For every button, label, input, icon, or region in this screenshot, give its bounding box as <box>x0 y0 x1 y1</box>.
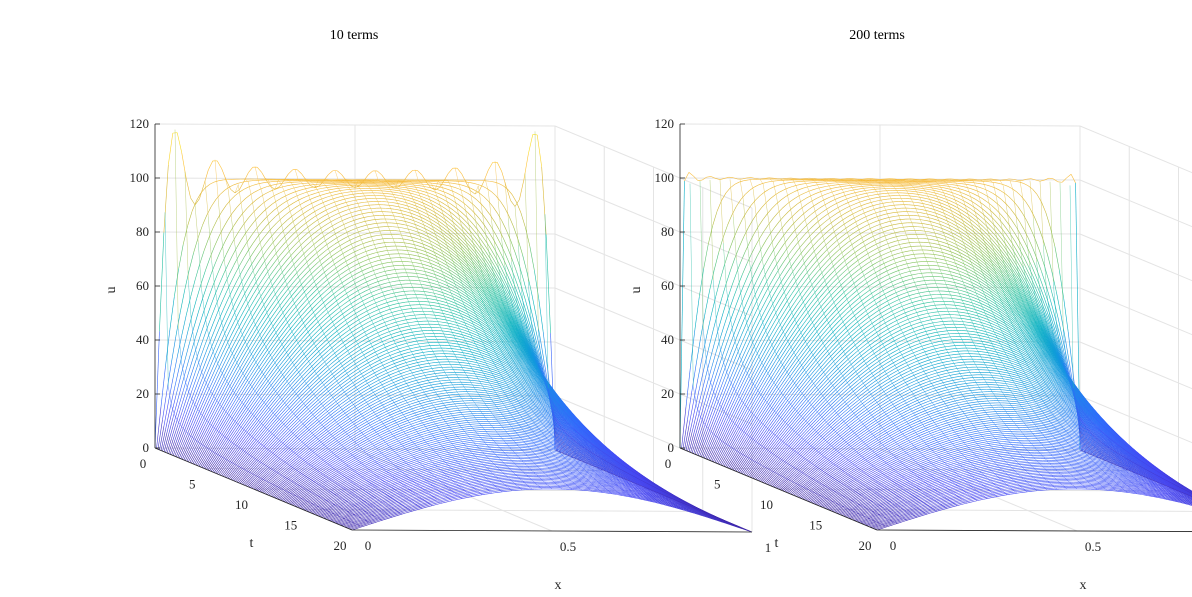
figure: 02040608010012005101520 0 0.5 1 10 terms x … <box>0 0 1192 597</box>
